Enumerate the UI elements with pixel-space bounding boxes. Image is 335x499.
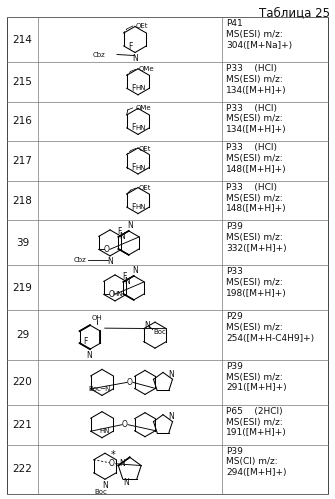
Text: F: F xyxy=(132,163,136,172)
Text: N: N xyxy=(102,481,108,490)
Text: F: F xyxy=(132,84,136,93)
Text: 221: 221 xyxy=(13,420,32,430)
Text: HN: HN xyxy=(136,204,146,210)
Text: P33    (HCl)
MS(ESI) m/z:
134([M+H]+): P33 (HCl) MS(ESI) m/z: 134([M+H]+) xyxy=(226,104,287,134)
Text: 217: 217 xyxy=(13,156,32,166)
Text: F: F xyxy=(117,227,122,236)
Text: F: F xyxy=(132,123,136,132)
Text: F: F xyxy=(122,272,126,281)
Text: N: N xyxy=(107,257,113,266)
Text: HN: HN xyxy=(136,85,146,91)
Text: N: N xyxy=(144,321,150,330)
Text: P39
MS(ESI) m/z:
291([M+H]+): P39 MS(ESI) m/z: 291([M+H]+) xyxy=(226,362,287,392)
Text: P41
MS(ESI) m/z:
304([M+Na]+): P41 MS(ESI) m/z: 304([M+Na]+) xyxy=(226,19,292,49)
Text: 214: 214 xyxy=(13,34,32,44)
Text: 216: 216 xyxy=(13,116,32,126)
Text: OMe: OMe xyxy=(139,66,154,72)
Text: OH: OH xyxy=(91,315,102,321)
Text: F: F xyxy=(84,337,88,346)
Text: N: N xyxy=(127,222,133,231)
Text: OMe: OMe xyxy=(136,105,151,111)
Text: O: O xyxy=(109,459,115,468)
Text: N: N xyxy=(168,412,174,421)
Text: HN: HN xyxy=(136,165,146,171)
Text: OEt: OEt xyxy=(136,23,148,29)
Text: P29
MS(ESI) m/z:
254([M+H-C4H9]+): P29 MS(ESI) m/z: 254([M+H-C4H9]+) xyxy=(226,312,314,343)
Text: HN: HN xyxy=(136,125,146,131)
Text: P65    (2HCl)
MS(ESI) m/z:
191([M+H]+): P65 (2HCl) MS(ESI) m/z: 191([M+H]+) xyxy=(226,407,287,438)
Text: Boc─N: Boc─N xyxy=(88,386,110,392)
Text: 39: 39 xyxy=(16,238,29,248)
Text: 29: 29 xyxy=(16,330,29,340)
Text: HN: HN xyxy=(113,291,123,297)
Text: N: N xyxy=(132,266,138,275)
Text: HN: HN xyxy=(100,428,110,434)
Text: N: N xyxy=(132,54,138,63)
Text: N: N xyxy=(120,459,125,468)
Text: N: N xyxy=(120,233,125,242)
Text: 215: 215 xyxy=(13,77,32,87)
Text: 222: 222 xyxy=(13,464,32,474)
Text: P33    (HCl)
MS(ESI) m/z:
148([M+H]+): P33 (HCl) MS(ESI) m/z: 148([M+H]+) xyxy=(226,143,287,174)
Text: P33    (HCl)
MS(ESI) m/z:
134([M+H]+): P33 (HCl) MS(ESI) m/z: 134([M+H]+) xyxy=(226,64,287,94)
Text: Таблица 25: Таблица 25 xyxy=(259,6,330,19)
Text: OEt: OEt xyxy=(139,146,151,152)
Text: O: O xyxy=(104,245,110,254)
Text: P39
MS(Cl) m/z:
294([M+H]+): P39 MS(Cl) m/z: 294([M+H]+) xyxy=(226,447,286,477)
Text: N: N xyxy=(168,370,174,379)
Text: O: O xyxy=(127,378,133,387)
Text: 218: 218 xyxy=(13,196,32,206)
Text: N: N xyxy=(86,351,92,360)
Text: Cbz: Cbz xyxy=(92,51,105,57)
Text: OEt: OEt xyxy=(139,185,151,191)
Text: N: N xyxy=(125,277,130,286)
Text: P33    (HCl)
MS(ESI) m/z:
148([M+H]+): P33 (HCl) MS(ESI) m/z: 148([M+H]+) xyxy=(226,183,287,213)
Text: F: F xyxy=(132,203,136,212)
Text: F: F xyxy=(129,41,133,50)
Text: 219: 219 xyxy=(13,283,32,293)
Text: *: * xyxy=(111,450,116,460)
Text: 220: 220 xyxy=(13,377,32,387)
Text: P33
MS(ESI) m/z:
198([M+H]+): P33 MS(ESI) m/z: 198([M+H]+) xyxy=(226,267,287,298)
Text: N: N xyxy=(123,479,129,488)
Text: P39
MS(ESI) m/z:
332([M+H]+): P39 MS(ESI) m/z: 332([M+H]+) xyxy=(226,223,287,253)
Text: Cbz: Cbz xyxy=(73,257,86,263)
Text: Boc: Boc xyxy=(154,329,166,335)
Text: O: O xyxy=(122,420,128,429)
Text: Boc: Boc xyxy=(94,489,108,495)
Text: O: O xyxy=(109,290,115,299)
